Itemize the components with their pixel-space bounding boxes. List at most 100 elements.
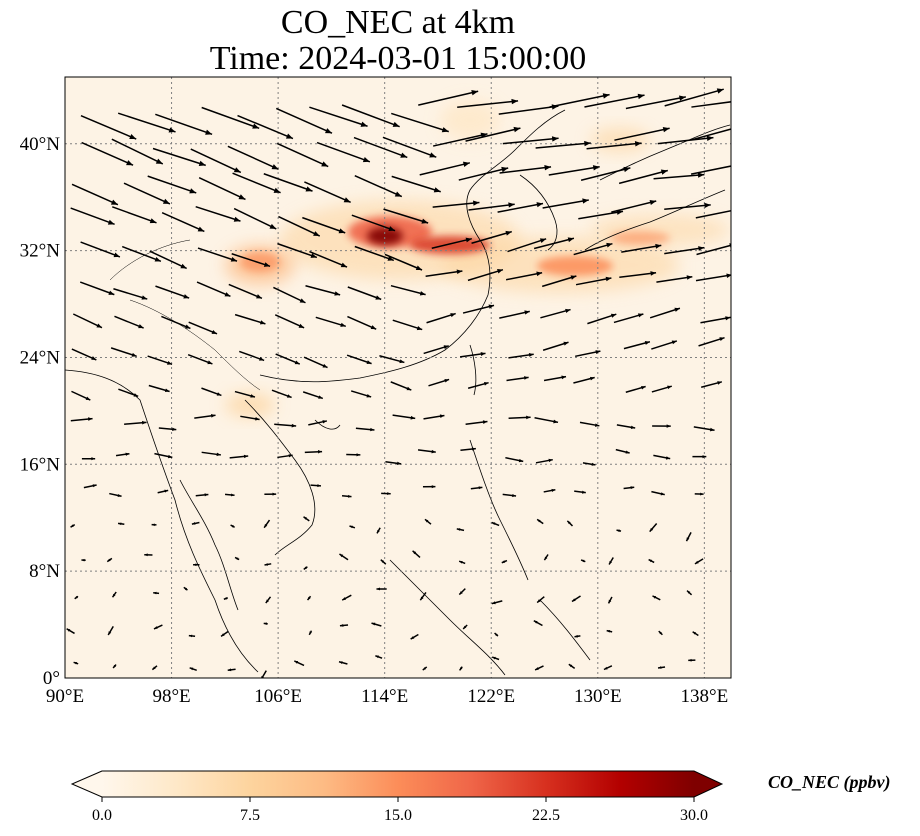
wind-arrow (694, 492, 704, 496)
wind-arrow (293, 660, 305, 667)
wind-arrow (695, 209, 731, 219)
colorbar-extend-max (694, 771, 722, 797)
wind-arrow (543, 375, 567, 382)
wind-arrow (625, 385, 646, 393)
wind-arrow (308, 420, 328, 426)
coastline (466, 109, 566, 241)
wind-arrow (656, 275, 693, 283)
wind-arrow (153, 624, 163, 630)
wind-arrow (460, 447, 476, 452)
wind-arrow (149, 250, 187, 270)
coastline (244, 399, 316, 556)
wind-arrow (587, 313, 617, 325)
plume-haze (440, 100, 500, 140)
wind-arrow (355, 427, 375, 432)
wind-arrow (198, 177, 246, 201)
wind-arrow (535, 458, 553, 464)
map-panel: 90°E 98°E 106°E 114°E 122°E 130°E 138°E 0° 8°N 16… (20, 76, 732, 707)
wind-arrow (275, 107, 333, 134)
wind-arrow (574, 634, 581, 638)
wind-arrow (304, 450, 323, 454)
wind-arrow (71, 390, 91, 401)
wind-arrow (151, 523, 157, 527)
wind-arrow (201, 387, 222, 397)
wind-arrow (274, 423, 297, 428)
wind-arrow (153, 591, 160, 595)
wind-arrow (274, 314, 305, 329)
wind-arrow (144, 553, 153, 557)
coastline-sulawesi (539, 599, 591, 661)
wind-arrow (390, 284, 426, 296)
wind-arrow (304, 181, 351, 204)
wind-arrow (347, 315, 377, 330)
wind-arrow (549, 93, 610, 108)
wind-arrow (456, 528, 465, 532)
map-frame (64, 76, 732, 679)
wind-arrow (341, 104, 400, 128)
wind-arrow (124, 420, 147, 425)
wind-arrow (648, 558, 655, 564)
colorbar-ticks: 0.0 7.5 15.0 22.5 30.0 (92, 797, 708, 824)
wind-arrow (568, 663, 576, 669)
wind-arrow (465, 126, 521, 142)
wind-arrow (113, 288, 148, 300)
lon-tick-label: 122°E (467, 686, 515, 707)
wind-arrow (341, 494, 352, 498)
wind-arrow (603, 665, 613, 671)
wind-arrow (390, 381, 412, 391)
wind-arrow (380, 559, 387, 565)
wind-arrow (383, 208, 429, 224)
wind-arrow (424, 518, 432, 525)
wind-arrow (233, 207, 277, 230)
colorbar-tick-label: 22.5 (532, 807, 560, 824)
wind-arrow (392, 319, 423, 331)
wind-arrow (117, 112, 176, 133)
wind-arrow (155, 113, 213, 136)
lon-tick-label: 130°E (574, 686, 622, 707)
wind-arrow (423, 414, 445, 420)
wind-arrow (651, 385, 672, 393)
wind-arrow (306, 595, 312, 601)
wind-arrow (543, 488, 556, 493)
wind-arrow (657, 666, 666, 669)
gridlines (65, 77, 731, 678)
coastline (259, 239, 491, 383)
wind-arrow (71, 348, 97, 361)
wind-arrow (275, 353, 301, 365)
wind-arrow (80, 114, 137, 140)
wind-arrow (190, 148, 242, 174)
wind-arrow (346, 453, 361, 457)
wind-arrow (234, 556, 240, 561)
wind-arrow (112, 206, 157, 224)
wind-arrow (494, 632, 499, 637)
wind-arrow (339, 553, 349, 561)
colorbar-extend-min (72, 771, 102, 797)
wind-arrow (431, 237, 472, 249)
colorbar-tick-label: 7.5 (240, 807, 260, 824)
wind-arrow (619, 271, 657, 279)
wind-arrow (111, 591, 117, 598)
border (109, 239, 191, 281)
wind-arrow (502, 136, 559, 145)
wind-arrow (234, 313, 266, 325)
wind-arrow (376, 587, 387, 591)
wind-arrow (391, 175, 441, 193)
wind-arrow (573, 376, 595, 384)
wind-arrow (341, 594, 352, 601)
lon-tick-label: 90°E (46, 686, 84, 707)
wind-arrow (161, 315, 191, 330)
colorbar: 0.0 7.5 15.0 22.5 30.0 CO_NEC (ppbv) (70, 770, 891, 824)
wind-arrow (536, 518, 544, 525)
wind-arrow (155, 285, 190, 299)
lat-tick-label: 8°N (29, 561, 60, 582)
wind-arrow (505, 271, 543, 281)
wind-arrow (189, 667, 197, 672)
lat-tick-label: 0° (43, 668, 60, 689)
wind-arrow (112, 664, 117, 669)
wind-arrow (575, 350, 601, 358)
wind-arrow (111, 138, 164, 165)
wind-arrow (471, 230, 512, 244)
wind-arrow (412, 550, 421, 558)
wind-arrow (607, 596, 613, 604)
wind-arrow (462, 624, 468, 630)
